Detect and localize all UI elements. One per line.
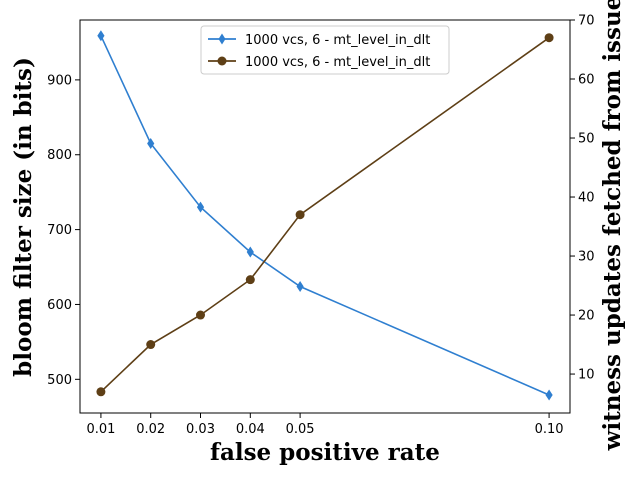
x-axis-title: false positive rate — [210, 439, 440, 466]
series-0-point-5 — [545, 389, 553, 401]
series-1-point-0 — [96, 387, 106, 397]
legend-label-1: 1000 vcs, 6 - mt_level_in_dlt — [245, 33, 430, 48]
series-1-point-1 — [146, 340, 156, 350]
left-y-tick-label-4: 900 — [47, 73, 72, 88]
series-1-point-4 — [295, 210, 305, 220]
x-tick-label-2: 0.03 — [186, 422, 215, 437]
x-tick-label-5: 0.10 — [535, 422, 564, 437]
right-y-tick-label-2: 30 — [578, 250, 595, 265]
right-y-axis-title: witness updates fetched from issuer — [599, 0, 626, 451]
left-y-axis: 500 600 700 800 900 — [47, 73, 80, 388]
right-y-tick-label-1: 20 — [578, 309, 595, 324]
plot-frame — [79, 19, 571, 414]
series-1-point-2 — [196, 310, 206, 320]
legend: 1000 vcs, 6 - mt_level_in_dlt 1000 vcs, … — [200, 25, 450, 75]
series-0-point-2 — [196, 201, 205, 213]
x-axis: 0.01 0.02 0.03 0.04 0.05 0.10 — [86, 413, 564, 437]
legend-circle-icon — [217, 56, 227, 66]
right-y-tick-label-4: 50 — [578, 132, 595, 147]
series-1-point-5 — [544, 33, 554, 43]
left-y-tick-label-1: 600 — [47, 298, 72, 313]
right-y-axis: 10 20 30 40 50 60 70 — [570, 14, 595, 383]
left-y-tick-label-2: 700 — [47, 223, 72, 238]
series-1-line — [100, 37, 550, 393]
series-0-line — [100, 35, 550, 396]
legend-diamond-icon — [218, 33, 226, 45]
right-y-tick-label-3: 40 — [578, 191, 595, 206]
left-y-tick-label-0: 500 — [47, 373, 72, 388]
left-y-tick-label-3: 800 — [47, 148, 72, 163]
series-0-point-4 — [296, 280, 304, 292]
series-1-point-3 — [245, 275, 255, 285]
series-0-point-1 — [147, 138, 155, 150]
right-y-tick-label-6: 70 — [578, 14, 595, 29]
x-tick-label-1: 0.02 — [136, 422, 165, 437]
x-tick-label-3: 0.04 — [236, 422, 265, 437]
x-tick-label-4: 0.05 — [286, 422, 315, 437]
legend-box — [200, 25, 450, 75]
series-0-point-3 — [246, 246, 254, 258]
legend-label-2: 1000 vcs, 6 - mt_level_in_dlt — [245, 55, 430, 70]
series-0-point-0 — [97, 30, 105, 42]
x-tick-label-0: 0.01 — [86, 422, 115, 437]
right-y-tick-label-0: 10 — [578, 368, 595, 383]
right-y-tick-label-5: 60 — [578, 73, 595, 88]
series-layer — [96, 30, 554, 401]
left-y-axis-title: bloom filter size (in bits) — [10, 57, 37, 377]
